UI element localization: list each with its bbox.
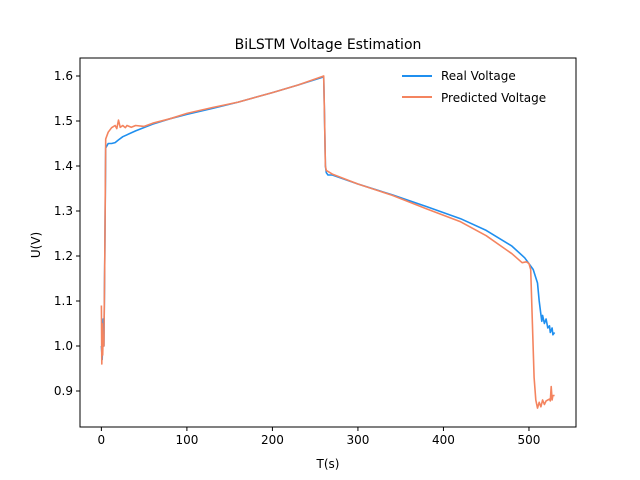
y-tick-label: 1.5 [54, 114, 73, 128]
legend-label-real-voltage: Real Voltage [441, 69, 516, 83]
x-axis-title: T(s) [316, 457, 340, 471]
y-tick-label: 1.6 [54, 69, 73, 83]
x-tick-label: 0 [98, 433, 106, 447]
y-tick-label: 1.0 [54, 339, 73, 353]
legend: Real Voltage Predicted Voltage [402, 69, 546, 105]
y-tick-label: 0.9 [54, 384, 73, 398]
series-line-predicted-voltage [100, 75, 555, 409]
x-tick-label: 200 [261, 433, 284, 447]
plot-area [100, 75, 556, 409]
chart-title: BiLSTM Voltage Estimation [235, 37, 422, 53]
x-tick-label: 300 [346, 433, 369, 447]
y-tick-label: 1.1 [54, 294, 73, 308]
axes: 0 100 200 300 400 500 0.9 1.0 1.1 1.2 1.3 1.4 1.5 1.6 [54, 57, 577, 447]
y-tick-label: 1.3 [54, 204, 73, 218]
x-tick-label: 400 [432, 433, 455, 447]
legend-label-predicted-voltage: Predicted Voltage [441, 91, 546, 105]
series-line-real-voltage [100, 76, 556, 361]
y-axis-title: U(V) [29, 232, 43, 258]
y-tick-label: 1.2 [54, 249, 73, 263]
x-tick-label: 100 [175, 433, 198, 447]
y-tick-label: 1.4 [54, 159, 73, 173]
plot-frame [79, 57, 577, 428]
x-tick-label: 500 [518, 433, 541, 447]
